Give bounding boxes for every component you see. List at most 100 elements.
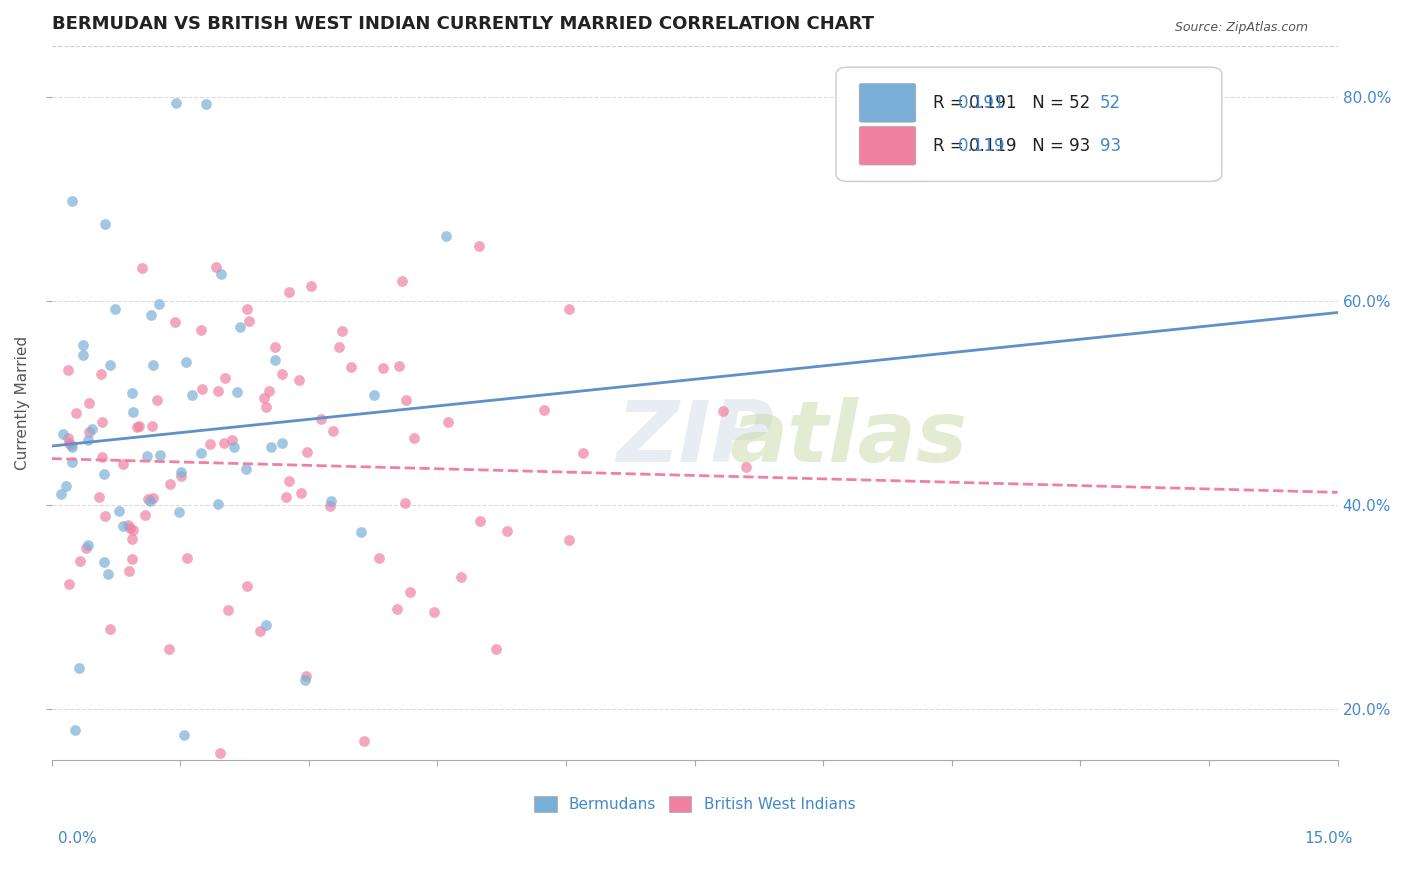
Point — [332, 324, 354, 338]
Point — [60, 438, 83, 452]
Point — [90, 450, 112, 464]
Point — [58, 431, 80, 445]
FancyBboxPatch shape — [837, 67, 1222, 181]
Point — [173, 728, 195, 742]
Point — [136, 491, 159, 506]
Point — [176, 550, 198, 565]
Text: 52: 52 — [1099, 94, 1121, 112]
Y-axis label: Currently Married: Currently Married — [15, 336, 30, 470]
Point — [423, 605, 446, 619]
Point — [67, 661, 90, 675]
Point — [212, 435, 235, 450]
Point — [319, 499, 342, 513]
Point — [328, 340, 350, 354]
Point — [257, 384, 280, 399]
Point — [108, 504, 131, 518]
Point — [49, 486, 72, 500]
Point — [149, 448, 172, 462]
Point — [340, 359, 363, 374]
Point — [82, 422, 104, 436]
Point — [169, 469, 191, 483]
Point — [120, 521, 142, 535]
Point — [254, 617, 277, 632]
Point — [72, 338, 94, 352]
Point — [176, 355, 198, 369]
Point — [142, 358, 165, 372]
Point — [485, 642, 508, 657]
Point — [94, 217, 117, 231]
Point — [208, 746, 231, 760]
Point — [468, 514, 491, 528]
Point — [55, 478, 77, 492]
Point — [437, 416, 460, 430]
Point — [148, 297, 170, 311]
Text: BERMUDAN VS BRITISH WEST INDIAN CURRENTLY MARRIED CORRELATION CHART: BERMUDAN VS BRITISH WEST INDIAN CURRENTL… — [52, 15, 873, 33]
Text: ZIP: ZIP — [616, 397, 773, 480]
Point — [58, 362, 80, 376]
Point — [181, 388, 204, 402]
Point — [65, 723, 87, 737]
Point — [200, 437, 222, 451]
Point — [58, 576, 80, 591]
Point — [89, 367, 111, 381]
Point — [209, 268, 232, 282]
Point — [363, 388, 385, 402]
Point — [207, 497, 229, 511]
Point — [169, 505, 191, 519]
Point — [533, 402, 555, 417]
Point — [122, 405, 145, 419]
Point — [77, 396, 100, 410]
Point — [214, 371, 236, 385]
Point — [260, 440, 283, 454]
Point — [121, 552, 143, 566]
Point — [207, 384, 229, 399]
Point — [387, 601, 409, 615]
Point — [93, 555, 115, 569]
Point — [72, 348, 94, 362]
Point — [58, 435, 80, 450]
Point — [252, 391, 274, 405]
Point — [236, 302, 259, 317]
Point — [299, 278, 322, 293]
Point — [131, 260, 153, 275]
Point — [434, 229, 457, 244]
Point — [94, 509, 117, 524]
Text: R = 0.119   N = 93: R = 0.119 N = 93 — [932, 136, 1090, 154]
Point — [104, 302, 127, 317]
FancyBboxPatch shape — [859, 127, 915, 165]
Point — [90, 415, 112, 429]
Point — [139, 308, 162, 322]
Point — [322, 424, 344, 438]
Point — [394, 496, 416, 510]
Point — [77, 537, 100, 551]
Point — [572, 446, 595, 460]
Point — [226, 384, 249, 399]
Point — [122, 524, 145, 538]
Point — [190, 446, 212, 460]
Point — [98, 358, 121, 372]
Point — [450, 570, 472, 584]
Point — [87, 490, 110, 504]
Point — [134, 508, 156, 522]
Legend: Bermudans, British West Indians: Bermudans, British West Indians — [529, 792, 860, 817]
Point — [165, 315, 187, 329]
Text: 0.191: 0.191 — [959, 94, 1005, 112]
Point — [353, 734, 375, 748]
Point — [271, 367, 294, 381]
Point — [402, 431, 425, 445]
Point — [190, 323, 212, 337]
Point — [290, 485, 312, 500]
Point — [368, 551, 391, 566]
Point — [468, 238, 491, 252]
Text: 15.0%: 15.0% — [1305, 831, 1353, 846]
Point — [558, 533, 581, 548]
Point — [121, 386, 143, 401]
Point — [77, 425, 100, 440]
Point — [264, 352, 287, 367]
Point — [62, 455, 84, 469]
Point — [295, 445, 318, 459]
Text: Source: ZipAtlas.com: Source: ZipAtlas.com — [1174, 21, 1308, 34]
Point — [52, 427, 75, 442]
Text: 93: 93 — [1099, 136, 1121, 154]
Point — [60, 440, 83, 454]
